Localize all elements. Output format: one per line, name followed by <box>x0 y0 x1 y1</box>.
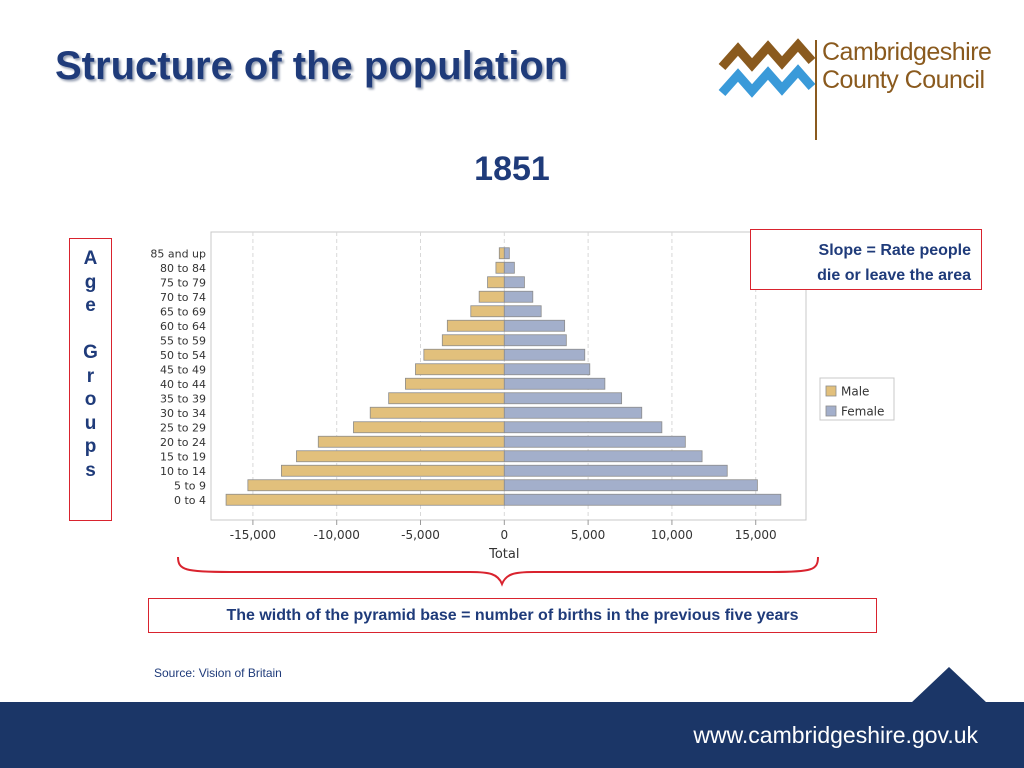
legend-label: Male <box>841 385 869 399</box>
x-axis-label: Total <box>488 547 519 562</box>
footer-triangle <box>911 667 987 703</box>
female-bar <box>503 435 686 448</box>
slope-line1: Slope = Rate people <box>818 242 971 259</box>
x-tick-label: 15,000 <box>735 528 777 542</box>
female-bar <box>503 421 663 434</box>
female-bar <box>503 479 758 492</box>
female-bar <box>503 464 728 477</box>
y-tick-label: 10 to 14 <box>160 465 206 478</box>
female-bar <box>503 363 591 376</box>
y-tick-label: 5 to 9 <box>174 479 206 492</box>
logo-text-line1: Cambridgeshire <box>822 38 992 66</box>
x-tick-label: 0 <box>500 528 508 542</box>
y-tick-label: 25 to 29 <box>160 421 206 434</box>
female-bar <box>503 334 567 347</box>
source-note: Source: Vision of Britain <box>154 666 282 680</box>
footer-url: www.cambridgeshire.gov.uk <box>693 722 978 748</box>
y-tick-label: 60 to 64 <box>160 320 206 333</box>
y-tick-label: 20 to 24 <box>160 436 206 449</box>
y-tick-label: 40 to 44 <box>160 378 206 391</box>
age-groups-letter: p <box>84 436 97 457</box>
age-groups-letter: e <box>85 295 96 316</box>
female-bar <box>503 348 586 361</box>
legend-swatch <box>825 405 837 417</box>
council-logo: Cambridgeshire County Council <box>718 35 998 145</box>
y-tick-label: 80 to 84 <box>160 262 206 275</box>
female-bar <box>503 392 623 405</box>
x-tick-label: -5,000 <box>401 528 440 542</box>
logo-divider <box>815 40 817 140</box>
y-tick-label: 0 to 4 <box>174 494 206 507</box>
logo-waves-icon <box>718 38 816 98</box>
population-pyramid-chart: -15,000 -10,000 -5,000 0 5,000 10,000 15,000 To… <box>150 231 895 562</box>
female-bar <box>503 290 534 303</box>
legend-label: Female <box>841 405 884 419</box>
age-groups-letter: o <box>84 389 97 410</box>
year-label: 1851 <box>474 150 550 188</box>
female-bar <box>503 261 515 274</box>
y-tick-label: 35 to 39 <box>160 392 206 405</box>
age-groups-letter: G <box>83 342 98 363</box>
legend-swatch <box>825 385 837 397</box>
age-groups-letter: g <box>84 271 97 293</box>
slope-annotation: Slope = Rate people die or leave the are… <box>750 229 982 290</box>
y-tick-label: 70 to 74 <box>160 291 206 304</box>
y-tick-label: 30 to 34 <box>160 407 206 420</box>
female-bar <box>503 377 606 390</box>
logo-text-line2: County Council <box>822 66 985 94</box>
page-title: Structure of the population <box>55 44 569 88</box>
y-tick-label: 15 to 19 <box>160 450 206 463</box>
x-tick-label: 10,000 <box>651 528 693 542</box>
y-tick-label: 65 to 69 <box>160 305 206 318</box>
age-groups-letter: A <box>83 248 98 269</box>
footer-bar <box>0 702 1024 768</box>
x-tick-label: 5,000 <box>571 528 605 542</box>
female-bar <box>503 305 542 318</box>
y-tick-label: 85 and up <box>150 247 206 260</box>
age-groups-letter: u <box>84 412 97 434</box>
female-bar <box>503 406 643 419</box>
x-tick-label: -10,000 <box>314 528 360 542</box>
y-tick-label: 50 to 54 <box>160 349 206 362</box>
y-tick-label: 55 to 59 <box>160 334 206 347</box>
age-groups-letter: r <box>86 365 95 387</box>
logo-text: Cambridgeshire County Council <box>822 38 992 94</box>
female-bar <box>503 493 782 506</box>
base-brace <box>177 556 819 587</box>
female-bar <box>503 247 510 260</box>
female-bar <box>503 319 566 332</box>
age-groups-letter: s <box>85 459 96 481</box>
female-bar <box>503 450 703 463</box>
y-tick-label: 75 to 79 <box>160 276 206 289</box>
x-tick-label: -15,000 <box>230 528 276 542</box>
curly-brace-icon <box>177 556 819 587</box>
slope-line2: die or leave the area <box>817 267 971 284</box>
y-tick-label: 45 to 49 <box>160 363 206 376</box>
base-annotation: The width of the pyramid base = number o… <box>148 598 877 633</box>
female-bar <box>503 276 525 289</box>
